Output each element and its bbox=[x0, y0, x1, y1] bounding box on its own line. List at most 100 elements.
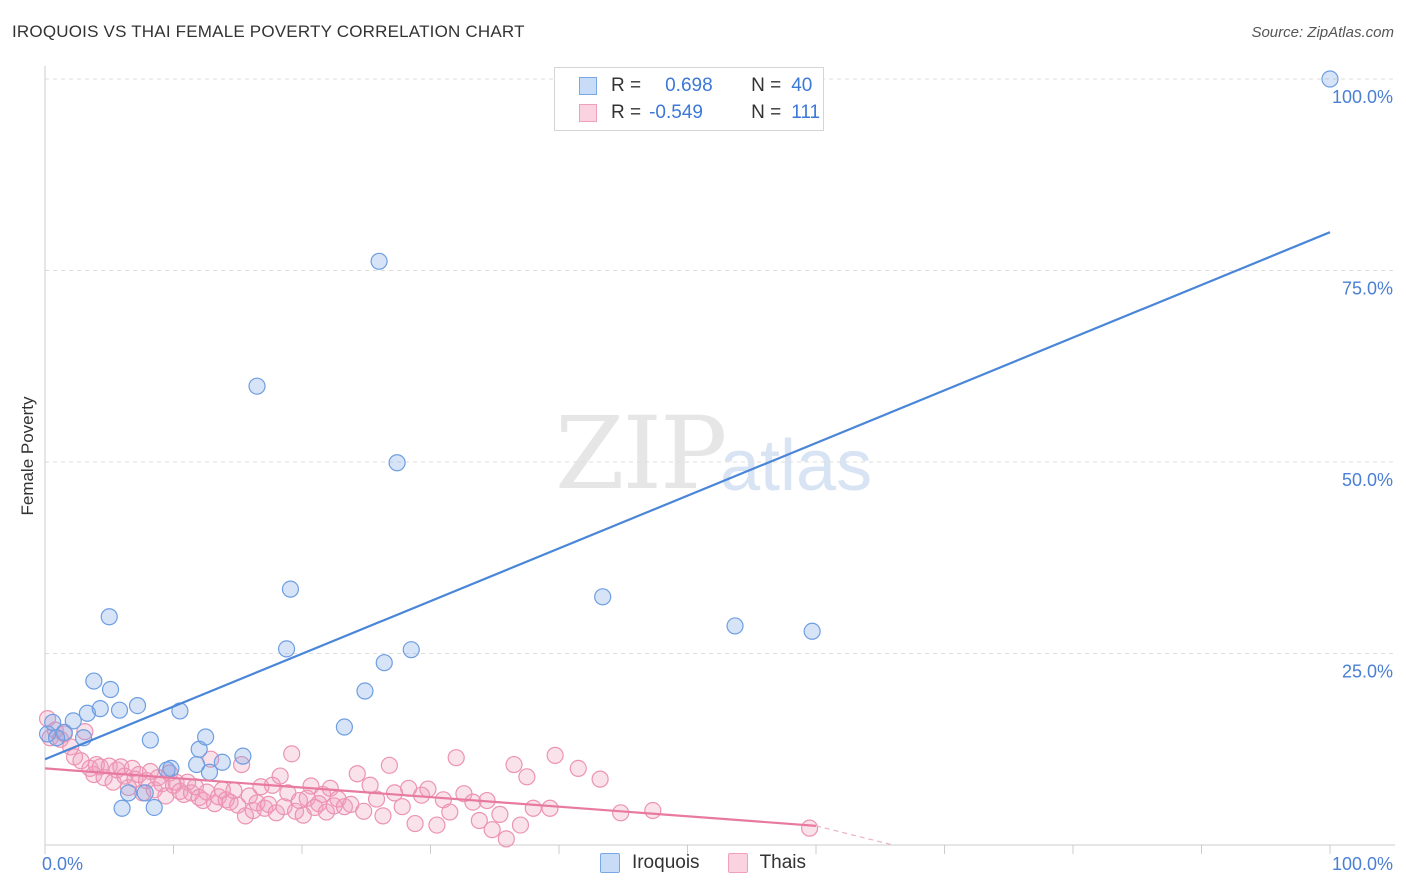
iroquois-point bbox=[128, 696, 147, 715]
iroquois-point bbox=[356, 682, 374, 700]
y-tick-label: 25.0% bbox=[1342, 662, 1393, 682]
thais-point bbox=[518, 768, 536, 786]
iroquois-point bbox=[85, 672, 103, 690]
stats-swatch-iroquois bbox=[579, 77, 597, 95]
thais-trend-line bbox=[44, 767, 817, 827]
thais-point bbox=[483, 821, 501, 839]
thais-point bbox=[447, 749, 465, 767]
thais-point bbox=[441, 803, 459, 821]
iroquois-point bbox=[402, 641, 420, 659]
legend-item-iroquois[interactable]: Iroquois bbox=[599, 852, 700, 874]
thais-point bbox=[355, 802, 373, 820]
iroquois-point bbox=[1321, 70, 1339, 88]
thais-point bbox=[367, 790, 386, 808]
iroquois-point bbox=[335, 718, 354, 736]
tick-labels: 25.0% 50.0% 75.0% 100.0% 0.0% 100.0% bbox=[42, 87, 1393, 874]
iroquois-point bbox=[64, 712, 82, 730]
thais-trend-extension bbox=[815, 825, 894, 846]
thais-point bbox=[505, 755, 523, 774]
watermark-zip: ZIP bbox=[555, 395, 727, 512]
y-tick-label: 75.0% bbox=[1342, 279, 1393, 299]
thais-point bbox=[511, 816, 530, 834]
iroquois-point bbox=[234, 747, 252, 765]
stats-swatch-thais bbox=[579, 104, 597, 122]
thais-point bbox=[644, 801, 662, 820]
grid-lines bbox=[45, 78, 1395, 654]
iroquois-point bbox=[726, 617, 744, 635]
thais-point bbox=[374, 807, 392, 825]
n-label: N = bbox=[751, 75, 782, 96]
iroquois-point bbox=[370, 252, 388, 270]
thais-point bbox=[591, 770, 609, 788]
thais-point bbox=[286, 802, 305, 820]
iroquois-point bbox=[91, 700, 109, 718]
x-tick-label: 100.0% bbox=[1332, 854, 1393, 874]
legend-swatch-iroquois bbox=[599, 853, 620, 873]
iroquois-point bbox=[375, 654, 393, 672]
r-value: -0.549 bbox=[649, 102, 703, 123]
thais-point bbox=[470, 811, 488, 830]
stats-box: R = 0.698 N = 40 R = -0.549 N = 111 bbox=[554, 67, 824, 131]
trend-lines bbox=[44, 231, 1331, 846]
iroquois-point bbox=[281, 580, 300, 598]
iroquois-point bbox=[47, 729, 66, 747]
n-value: 40 bbox=[791, 75, 813, 96]
iroquois-point bbox=[388, 454, 406, 472]
iroquois-point bbox=[594, 588, 612, 606]
y-tick-label: 50.0% bbox=[1342, 470, 1393, 490]
thais-point bbox=[612, 804, 630, 822]
thais-point bbox=[271, 767, 289, 785]
legend-label: Iroquois bbox=[631, 852, 700, 873]
r-label: R = bbox=[611, 102, 642, 123]
thais-point bbox=[348, 765, 366, 783]
iroquois-point bbox=[113, 799, 131, 817]
legend: Iroquois Thais bbox=[0, 852, 1406, 874]
iroquois-point bbox=[248, 377, 266, 395]
iroquois-point bbox=[162, 759, 180, 778]
thais-point bbox=[497, 830, 515, 848]
y-tick-label: 100.0% bbox=[1332, 87, 1393, 107]
iroquois-point bbox=[145, 798, 163, 817]
legend-item-thais[interactable]: Thais bbox=[727, 852, 807, 874]
iroquois-point bbox=[78, 704, 97, 722]
stats-row-thais: R = -0.549 N = 111 bbox=[579, 101, 820, 125]
thais-point bbox=[428, 816, 446, 834]
x-tick-label: 0.0% bbox=[42, 854, 83, 874]
thais-point bbox=[302, 777, 320, 795]
legend-label: Thais bbox=[759, 852, 807, 873]
thais-point bbox=[406, 814, 424, 833]
iroquois-point bbox=[277, 640, 296, 658]
thais-point bbox=[546, 746, 564, 764]
n-value: 111 bbox=[791, 102, 821, 123]
chart-title: IROQUOIS VS THAI FEMALE POVERTY CORRELAT… bbox=[12, 22, 525, 41]
thais-points bbox=[38, 710, 819, 848]
legend-swatch-thais bbox=[727, 853, 748, 873]
iroquois-point bbox=[119, 784, 138, 802]
iroquois-point bbox=[136, 784, 154, 802]
thais-point bbox=[541, 799, 559, 817]
thais-point bbox=[123, 759, 141, 778]
stats-row-iroquois: R = 0.698 N = 40 bbox=[579, 74, 812, 98]
thais-point bbox=[524, 799, 542, 817]
watermark-atlas: atlas bbox=[720, 426, 873, 506]
thais-point bbox=[569, 759, 587, 778]
thais-point bbox=[419, 780, 437, 798]
thais-point bbox=[283, 745, 301, 763]
iroquois-point bbox=[213, 753, 231, 771]
thais-point bbox=[76, 723, 94, 741]
thais-point bbox=[393, 798, 411, 816]
iroquois-point bbox=[100, 608, 118, 626]
thais-point bbox=[91, 758, 109, 776]
iroquois-point bbox=[110, 701, 129, 719]
iroquois-point bbox=[101, 680, 120, 699]
thais-point bbox=[380, 756, 398, 774]
axes bbox=[44, 66, 1395, 854]
thais-point bbox=[491, 805, 509, 823]
n-label: N = bbox=[751, 102, 782, 123]
iroquois-point bbox=[197, 728, 215, 746]
source-credit: Source: ZipAtlas.com bbox=[1251, 24, 1394, 41]
thais-point bbox=[464, 793, 482, 811]
r-value: 0.698 bbox=[665, 75, 713, 96]
r-label: R = bbox=[611, 75, 642, 96]
thais-point bbox=[225, 782, 243, 800]
